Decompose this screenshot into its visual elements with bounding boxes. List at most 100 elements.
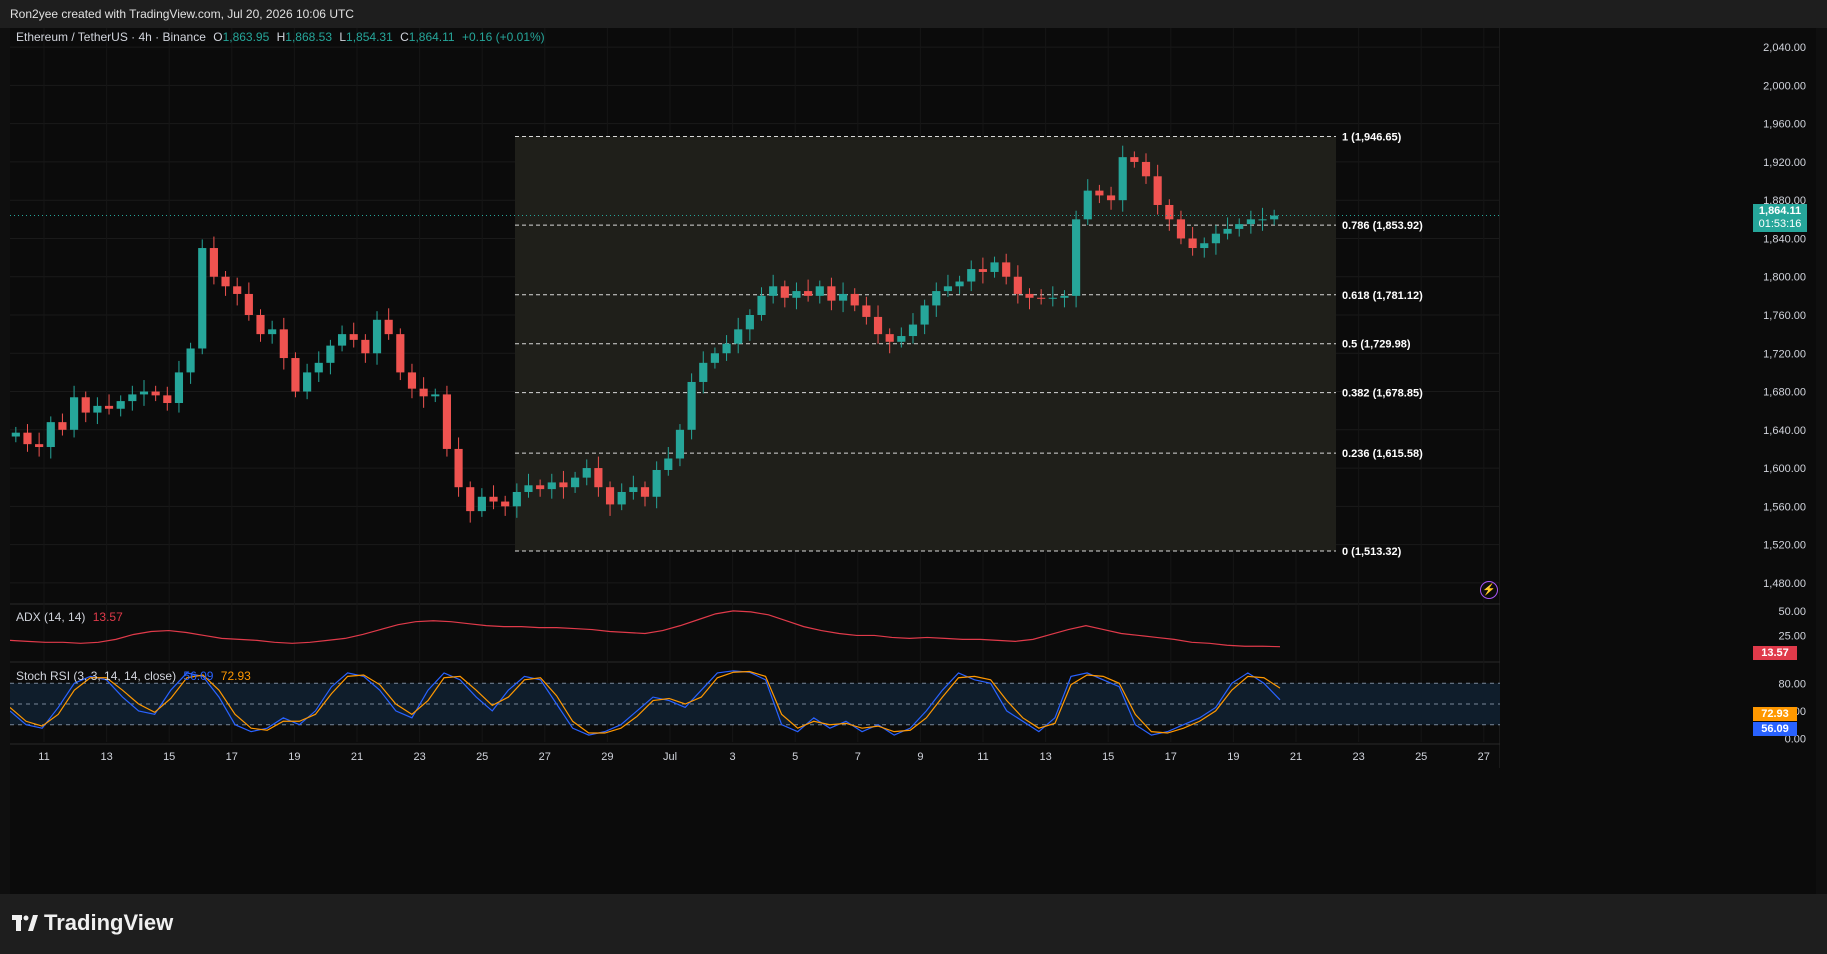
fib-level-label: 1 (1,946.65) [1342,131,1402,143]
stoch-d-value: 72.93 [220,669,251,683]
x-tick-label: 13 [100,751,112,763]
candle-body [466,487,475,512]
candle-body [932,291,941,306]
x-tick-label: 13 [1039,751,1051,763]
candle-body [396,334,405,373]
x-tick-label: 15 [163,751,175,763]
candle-body [1235,224,1244,229]
candle-body [70,397,79,430]
candle-body [23,432,32,445]
candle-body [710,353,719,363]
chart-area[interactable]: 1 (1,946.65) 0.786 (1,853.92) 0.618 (1,781… [10,28,1816,894]
candle-body [1270,215,1279,220]
fib-level-label: 0.382 (1,678.85) [1342,388,1423,400]
candle-body [384,319,393,335]
candle-body [244,293,253,315]
open-label: O [213,30,223,44]
y-tick-label: 1,520.00 [1763,540,1806,552]
candle-body [827,286,836,301]
candle-body [268,329,277,335]
y-tick-label: 1,600.00 [1763,463,1806,475]
high-value: 1,868.53 [285,30,333,44]
candle-body [804,291,813,296]
candle-body [372,319,382,354]
adx-label[interactable]: ADX (14, 14) [16,610,86,624]
x-tick-label: 15 [1102,751,1114,763]
candle-body [605,487,615,505]
candle-body [838,293,848,301]
candle-body [1025,293,1034,298]
candle-body [221,276,230,287]
candle-body [1153,176,1162,205]
x-tick-label: 21 [1290,751,1302,763]
y-tick-label: 1,720.00 [1763,348,1806,360]
candle-body [512,491,521,507]
candle-body [1200,243,1209,249]
x-tick-label: 21 [351,751,363,763]
fib-level-label: 0 (1,513.32) [1342,546,1402,558]
y-tick-label: 1,800.00 [1763,272,1806,284]
candle-body [955,281,964,287]
stoch-rsi-panel [10,670,1500,736]
y-tick-label: 1,960.00 [1763,119,1806,131]
y-tick-label: 1,840.00 [1763,233,1806,245]
stoch-tick-label: 80.00 [1778,678,1806,690]
candle-body [629,487,638,492]
price-legend: Ethereum / TetherUS · 4h · Binance O 1,86… [16,30,549,44]
candle-body [1106,195,1116,201]
candle-body [734,329,743,344]
candle-body [104,405,114,409]
stoch-k-value: 56.09 [183,669,214,683]
candle-body [1188,238,1197,249]
candle-body [699,362,708,382]
tradingview-brand: TradingView [44,910,174,935]
x-tick-label: 3 [730,751,736,763]
candle-body [594,468,603,488]
chart-credit: Ron2yee created with TradingView.com, Ju… [0,0,1827,28]
chart-canvas[interactable]: 1 (1,946.65) 0.786 (1,853.92) 0.618 (1,781… [10,28,1816,894]
candle-body [279,329,288,359]
lightning-icon[interactable]: ⚡ [1480,581,1498,599]
x-tick-label: 29 [601,751,613,763]
candle-body [1013,276,1022,294]
candle-body [35,444,44,448]
change-value: +0.16 (+0.01%) [461,30,545,44]
candle-body [1083,190,1092,220]
candle-body [1258,219,1267,221]
candle-body [1165,204,1174,220]
tradingview-logo-icon [12,915,38,931]
tradingview-logo[interactable]: TradingView [12,910,173,936]
candle-body [978,269,987,272]
candle-body [1072,219,1081,296]
candle-body [1060,295,1069,298]
stoch-tick-label: 0.00 [1785,734,1806,746]
candle-body [1118,157,1127,201]
candle-body [990,262,999,272]
high-label: H [276,30,286,44]
x-tick-label: 25 [476,751,488,763]
candle-body [128,394,137,402]
candle-body [314,362,323,373]
stoch-label[interactable]: Stoch RSI (3, 3, 14, 14, close) [16,669,177,683]
candle-body [559,482,568,488]
stoch-d-line [10,670,1281,734]
symbol-label[interactable]: Ethereum / TetherUS · 4h · Binance [16,30,206,44]
x-tick-label: 19 [1227,751,1239,763]
candle-body [256,315,265,335]
y-tick-label: 1,920.00 [1763,157,1806,169]
adx-tick-label: 50.00 [1778,606,1806,618]
candle-body [139,391,149,395]
candle-body [862,305,871,317]
candle-body [326,345,335,363]
candle-body [233,286,242,294]
candle-body [652,469,661,497]
axes: 2,040.002,000.001,960.001,920.001,880.00… [38,28,1816,768]
candle-body [943,286,953,292]
candle-body [1246,219,1255,225]
candle-body [547,482,556,490]
candle-body [454,448,463,488]
y-tick-label: 1,680.00 [1763,387,1806,399]
x-tick-label: 5 [792,751,798,763]
candle-body [1048,297,1057,299]
close-value: 1,864.11 [408,30,455,44]
